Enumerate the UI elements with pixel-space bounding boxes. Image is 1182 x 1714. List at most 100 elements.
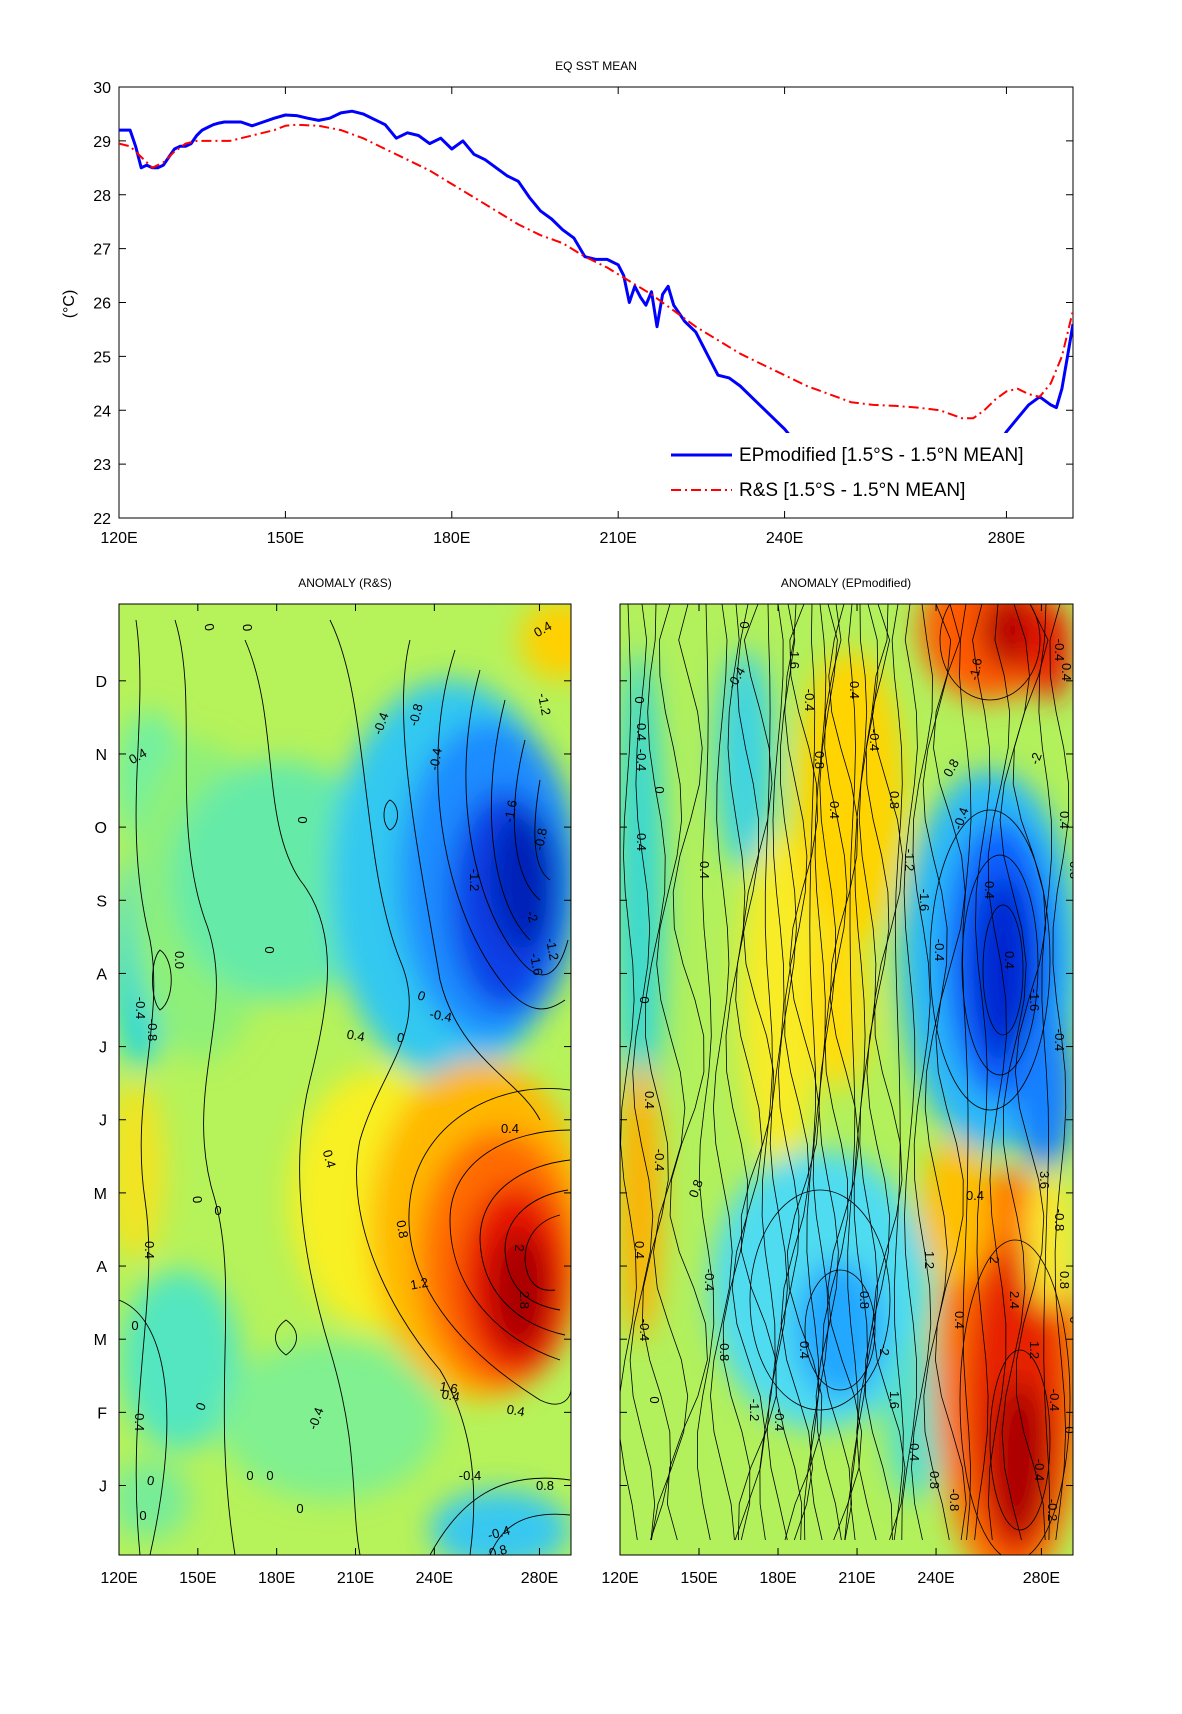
series-line-rs <box>119 123 1073 420</box>
contour-line <box>844 604 859 1541</box>
contour-label: -1.2 <box>535 692 554 717</box>
y-tick-label: 29 <box>93 134 111 151</box>
contour-label: 1.6 <box>787 651 802 669</box>
y-tick-label: A <box>96 1259 107 1276</box>
contour-label: 1.2 <box>1027 1341 1042 1359</box>
contour-label: 0.8 <box>887 791 902 809</box>
y-axis-label: (°C) <box>61 290 78 319</box>
x-tick-label: 280E <box>1023 1570 1060 1587</box>
contour-label: 0.4 <box>1057 811 1072 829</box>
contour-label: 0.4 <box>632 1241 647 1259</box>
contour-line <box>666 604 708 1541</box>
contour-line <box>815 604 842 1541</box>
x-tick-label: 180E <box>433 530 470 547</box>
contour-label: -0.8 <box>717 1339 732 1361</box>
contour-line <box>987 604 1011 1541</box>
contour-label: 0.4 <box>346 1027 366 1045</box>
contour-label: -0.4 <box>132 1409 147 1431</box>
contour-label: 0.0 <box>172 951 187 969</box>
chart-title: ANOMALY (R&S) <box>298 576 392 590</box>
contour-label: 0.4 <box>441 1387 461 1405</box>
contour-label: -0.8 <box>483 1542 509 1562</box>
contour-loop <box>929 809 1051 1111</box>
legend-box <box>663 433 1065 508</box>
axis-ticks: 120E 150E 180E 210E 240E 280E <box>601 604 1073 1587</box>
contour-label: 0.4 <box>1059 663 1074 681</box>
contour-label: 0.4 <box>634 833 649 851</box>
contour-label: 0 <box>190 1195 206 1204</box>
contour-label: -0.4 <box>1052 1029 1067 1051</box>
contour-line <box>766 604 788 1541</box>
x-tick-label: 120E <box>100 1570 137 1587</box>
contour-label: 0.8 <box>812 751 827 769</box>
contour-label: 2.4 <box>1007 1291 1022 1309</box>
contour-label: -0.8 <box>947 1489 962 1511</box>
contour-label: -0.4 <box>907 1439 922 1461</box>
y-tick-label: 28 <box>93 188 111 205</box>
contour-label: -0.4 <box>932 939 947 961</box>
contour-label: 0.4 <box>847 681 862 699</box>
contour-label: 0 <box>192 1400 209 1412</box>
contour-label: 0 <box>240 623 256 632</box>
y-tick-label: 26 <box>93 296 111 313</box>
contour-label: 0.4 <box>827 801 842 819</box>
contour-loop <box>989 1349 1051 1531</box>
anomaly-epmodified-panel: ANOMALY (EPmodified) <box>601 576 1074 1587</box>
contour-label: -1.6 <box>1027 989 1042 1011</box>
x-tick-label: 280E <box>521 1570 558 1587</box>
contour-label: 0.4 <box>634 723 649 741</box>
contour-loop <box>961 854 1039 1076</box>
y-tick-label: M <box>94 1186 107 1203</box>
x-tick-label: 210E <box>337 1570 374 1587</box>
x-tick-label: 150E <box>680 1570 717 1587</box>
contour-label: 0 <box>266 1468 273 1483</box>
contour-line <box>891 604 904 1541</box>
contour-label: 0.4 <box>982 881 997 899</box>
contour-label: -1.6 <box>501 799 520 824</box>
contour-loop <box>982 904 1024 1036</box>
contour-label: -1.2 <box>747 1399 762 1421</box>
contour-label: -0.4 <box>1032 1459 1047 1481</box>
contour-label: 2 <box>512 1244 527 1251</box>
legend: EPmodified [1.5°S - 1.5°N MEAN] R&S [1.5… <box>663 433 1065 508</box>
x-tick-label: 150E <box>267 530 304 547</box>
contour-label: 1.2 <box>409 1275 429 1293</box>
contour-label: 0.8 <box>1057 1271 1072 1289</box>
contour-label: 0.4 <box>697 861 712 879</box>
contour-label: -0.4 <box>867 729 882 751</box>
contour-label: 0.4 <box>501 1121 519 1136</box>
contour-label: 0 <box>647 1396 662 1403</box>
contour-label: -0.2 <box>1045 1499 1060 1521</box>
contour-label: 0 <box>201 622 217 632</box>
chart-title: EQ SST MEAN <box>555 59 637 73</box>
contour-label: 0.8 <box>927 1471 942 1489</box>
contour-label: 0.8 <box>536 1478 554 1493</box>
contour-line <box>731 604 766 1541</box>
contour-line <box>821 604 853 1541</box>
contour-line <box>933 604 967 1541</box>
contour-line <box>856 604 879 1541</box>
contour-label: -1.6 <box>917 889 932 911</box>
x-tick-label: 150E <box>179 1570 216 1587</box>
contour-line <box>697 604 715 1541</box>
anomaly-field <box>620 604 1073 1555</box>
contour-label: 0 <box>246 1468 253 1483</box>
y-tick-label: J <box>99 1040 107 1057</box>
contour-label: 0 <box>146 1473 156 1489</box>
contour-label: 0 <box>637 996 652 1003</box>
contour-label: 0.4 <box>797 1341 812 1359</box>
contour-label: 0.4 <box>1002 951 1017 969</box>
contour-label: 2.8 <box>517 1291 532 1309</box>
contour-label: 0.4 <box>506 1402 526 1420</box>
contour-loop <box>749 1189 891 1411</box>
y-tick-label: F <box>97 1405 107 1422</box>
contour-line <box>722 604 751 1541</box>
anomaly-field <box>119 604 571 1555</box>
contour-label: 0.4 <box>966 1188 984 1203</box>
y-tick-label: 22 <box>93 511 111 528</box>
contour-label: 0 <box>416 987 428 1004</box>
contour-line <box>922 604 952 1541</box>
contour-label: -0.4 <box>772 1409 787 1431</box>
y-tick-label: D <box>95 674 107 691</box>
x-tick-label: 180E <box>759 1570 796 1587</box>
